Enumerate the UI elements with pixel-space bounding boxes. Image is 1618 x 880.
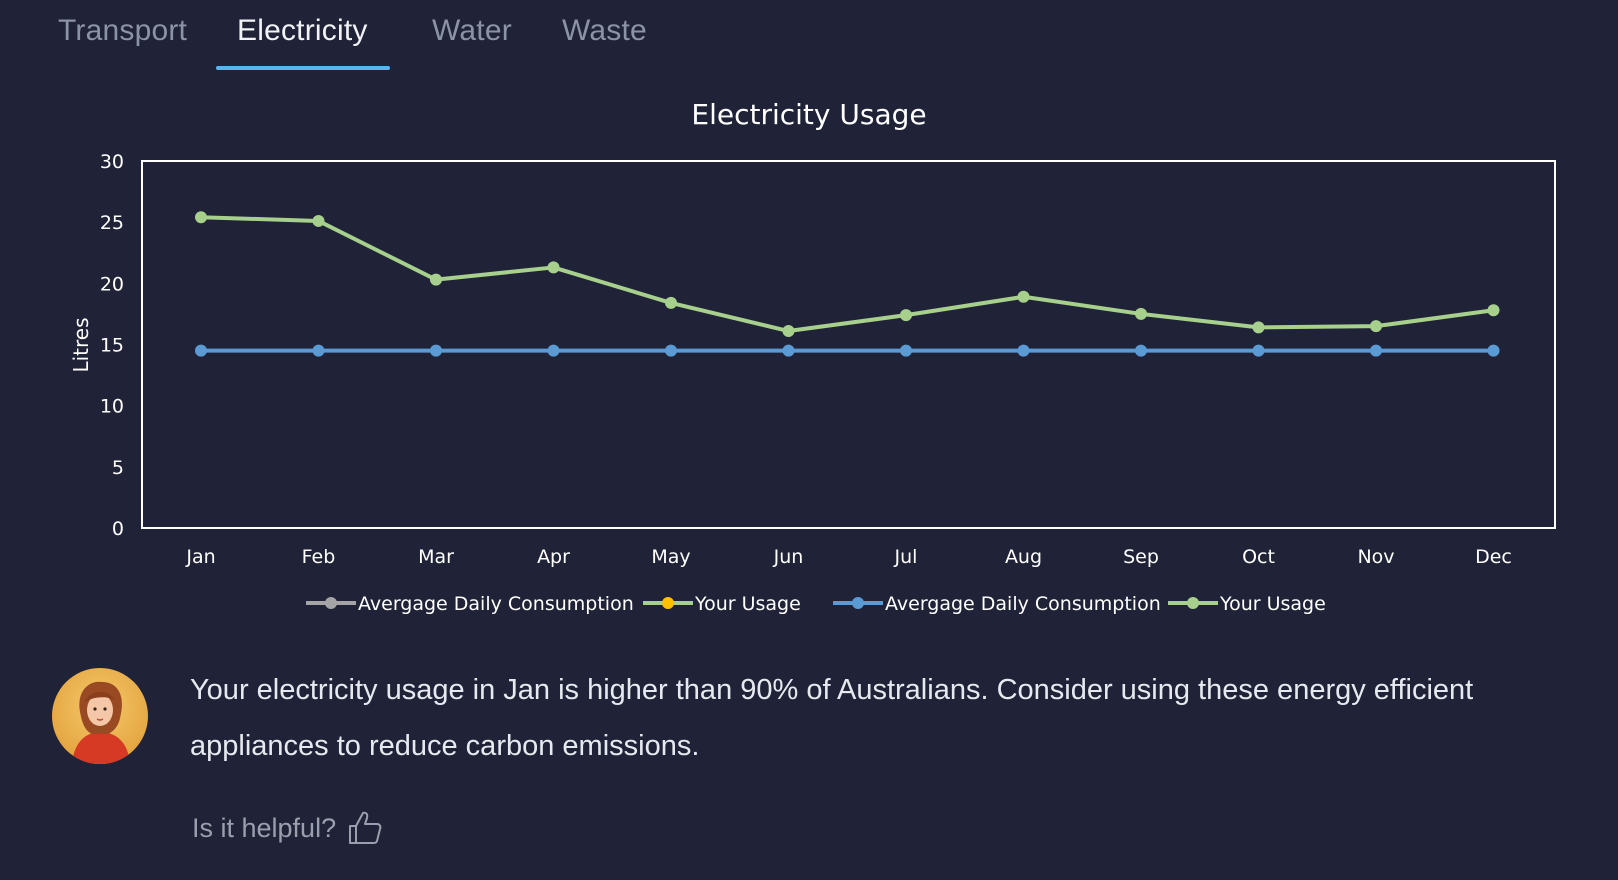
x-tick-label: Sep (1123, 546, 1159, 568)
data-point (1370, 320, 1382, 333)
thumbs-up-icon[interactable] (348, 810, 382, 846)
legend-label: Avergage Daily Consumption (885, 593, 1161, 615)
legend-label: Avergage Daily Consumption (358, 593, 634, 615)
y-tick-label: 10 (100, 396, 124, 418)
tab-transport[interactable]: Transport (58, 14, 188, 47)
x-tick-label: Dec (1475, 546, 1512, 568)
data-point (547, 344, 560, 357)
tab-electricity[interactable]: Electricity (237, 14, 368, 47)
x-tick-label: Nov (1357, 546, 1394, 568)
electricity-usage-chart: Electricity Usage Litres 0 5 10 15 20 25 30 Ja… (69, 98, 1556, 615)
y-axis-label: Litres (69, 317, 93, 372)
legend-marker (1187, 597, 1199, 609)
data-point (782, 344, 795, 357)
user-avatar-image (52, 668, 148, 764)
x-tick-label: Feb (302, 546, 336, 568)
data-point (195, 344, 207, 357)
data-point (1017, 290, 1030, 303)
tab-bar: Transport Electricity Water Waste (0, 0, 1618, 72)
y-tick-label: 30 (100, 151, 124, 173)
data-point (1252, 321, 1265, 334)
feedback-row: Is it helpful? (192, 810, 382, 846)
active-tab-indicator (216, 66, 390, 70)
tab-water[interactable]: Water (432, 14, 512, 47)
legend-label: Your Usage (1219, 593, 1326, 615)
data-point (900, 344, 912, 357)
legend-marker (662, 597, 674, 609)
data-point (1487, 344, 1500, 357)
x-tick-label: Aug (1005, 546, 1042, 568)
avatar (52, 668, 148, 764)
x-tick-label: Oct (1242, 546, 1275, 568)
data-point (312, 214, 325, 227)
feedback-question: Is it helpful? (192, 812, 337, 843)
data-point (782, 325, 795, 338)
x-tick-label: Jan (185, 546, 215, 568)
legend-label: Your Usage (694, 593, 801, 615)
plot-area (141, 160, 1556, 529)
data-point (1370, 344, 1382, 357)
data-point (1135, 344, 1147, 357)
data-point (1252, 344, 1265, 357)
tab-waste[interactable]: Waste (562, 14, 647, 47)
chart-title: Electricity Usage (691, 98, 926, 131)
data-point (312, 344, 325, 357)
x-tick-label: Apr (537, 546, 570, 568)
x-tick-label: Mar (418, 546, 454, 568)
data-point (665, 296, 677, 309)
y-tick-label: 15 (100, 335, 124, 357)
legend-marker (852, 597, 864, 609)
data-point (430, 344, 442, 357)
y-tick-label: 5 (112, 457, 124, 479)
data-point (195, 211, 207, 224)
x-tick-label: May (651, 546, 690, 568)
series-line (200, 215, 1494, 334)
data-point (665, 344, 677, 357)
data-point (900, 309, 912, 322)
advice-message: Your electricity usage in Jan is higher … (190, 674, 1474, 762)
data-point (430, 273, 442, 286)
data-point (1487, 304, 1500, 317)
data-point (1135, 307, 1147, 320)
y-tick-label: 25 (100, 212, 124, 234)
y-tick-label: 20 (100, 273, 124, 295)
legend-marker (325, 597, 337, 609)
data-point (1017, 344, 1030, 357)
x-tick-label: Jul (894, 546, 918, 568)
x-tick-label: Jun (773, 546, 804, 568)
y-tick-label: 0 (112, 518, 124, 540)
data-point (547, 261, 560, 274)
